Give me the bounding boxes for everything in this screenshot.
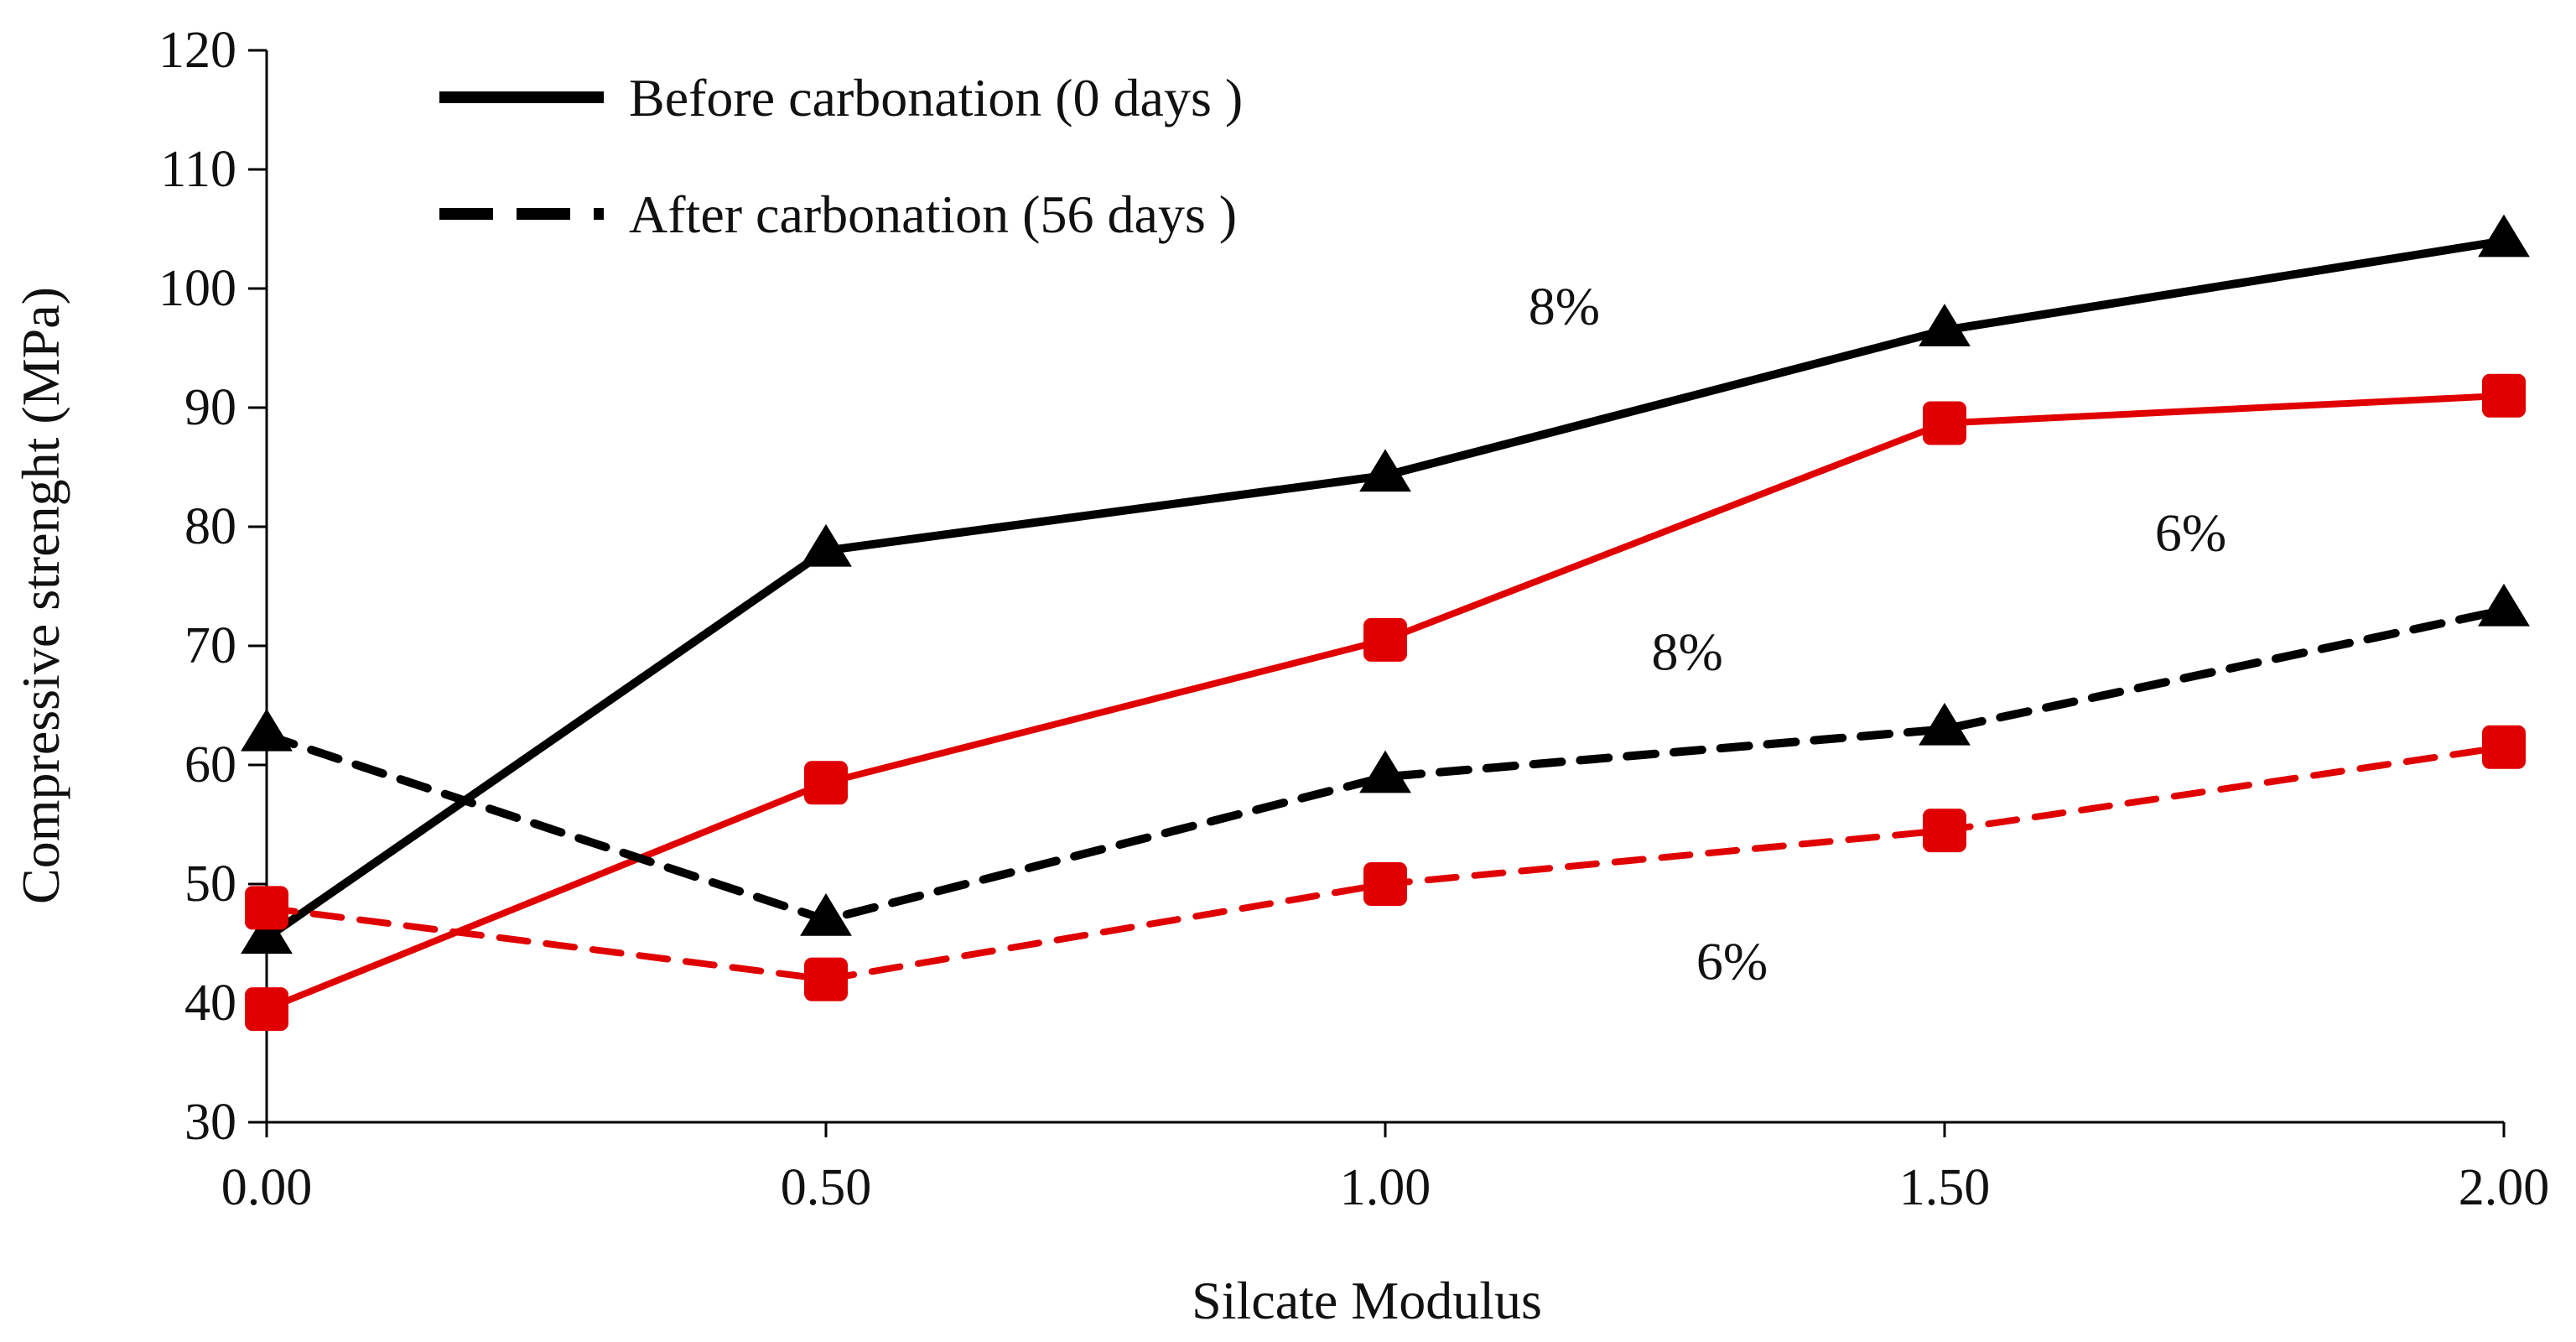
series-2-point-3 (1919, 702, 1971, 746)
x-tick-label-3: 1.50 (1899, 1159, 1991, 1216)
series-0-point-3 (1919, 304, 1971, 346)
y-tick-label-30: 30 (184, 1094, 236, 1151)
series-1-point-1 (804, 761, 848, 805)
y-tick-label-40: 40 (184, 975, 236, 1032)
legend-label-1: After carbonation (56 days ) (629, 185, 1237, 244)
series-2-point-4 (2478, 583, 2530, 627)
series-line-2 (262, 606, 2508, 924)
legend-label-0: Before carbonation (0 days ) (629, 68, 1243, 127)
y-tick-label-120: 120 (158, 22, 236, 79)
series-3-point-0 (245, 886, 288, 930)
x-tick-label-0: 0.00 (221, 1159, 313, 1216)
y-tick-label-50: 50 (184, 856, 236, 913)
y-tick-label-100: 100 (158, 260, 236, 317)
series-2-point-1 (800, 893, 852, 936)
series-3-point-1 (804, 957, 848, 1001)
x-tick-label-4: 2.00 (2459, 1159, 2550, 1216)
series-1-point-4 (2482, 373, 2526, 418)
series-3-point-4 (2482, 725, 2526, 769)
annotation-0: 8% (1529, 277, 1600, 336)
series-0-point-1 (800, 523, 852, 567)
series-0-point-2 (1359, 449, 1411, 492)
y-axis-title: Compressive strenght (MPa) (11, 287, 70, 904)
y-tick-label-70: 70 (184, 617, 236, 674)
x-tick-label-2: 1.00 (1340, 1159, 1431, 1216)
axes-layer: 30 40 50 60 70 80 90 100 110 120 0.00 0.50 1.00 1.50 2… (158, 22, 2549, 1216)
annotation-3: 6% (1696, 932, 1768, 991)
x-tick-label-1: 0.50 (781, 1159, 872, 1216)
annotation-2: 8% (1652, 622, 1723, 681)
series-2-point-2 (1359, 750, 1411, 793)
series-line-0 (262, 237, 2508, 942)
y-tick-label-90: 90 (184, 379, 236, 436)
series-0-point-4 (2478, 214, 2530, 257)
series-3-point-2 (1363, 862, 1407, 906)
series-1-point-0 (245, 987, 288, 1032)
series-3-point-3 (1923, 809, 1966, 853)
series-0-point-0 (241, 911, 293, 954)
y-tick-label-110: 110 (160, 141, 236, 198)
annotation-layer: 8% 6% 8% 6% (1529, 277, 2226, 991)
x-axis-title: Silcate Modulus (1192, 1271, 1542, 1330)
series-1-point-3 (1923, 401, 1966, 445)
series-1-point-2 (1363, 617, 1407, 662)
annotation-1: 6% (2155, 502, 2226, 562)
legend-layer: Before carbonation (0 days ) After carbon… (439, 68, 1243, 244)
y-tick-label-80: 80 (184, 498, 236, 555)
y-tick-label-60: 60 (184, 736, 236, 793)
series-layer (241, 214, 2530, 1032)
series-2-point-0 (241, 708, 293, 752)
